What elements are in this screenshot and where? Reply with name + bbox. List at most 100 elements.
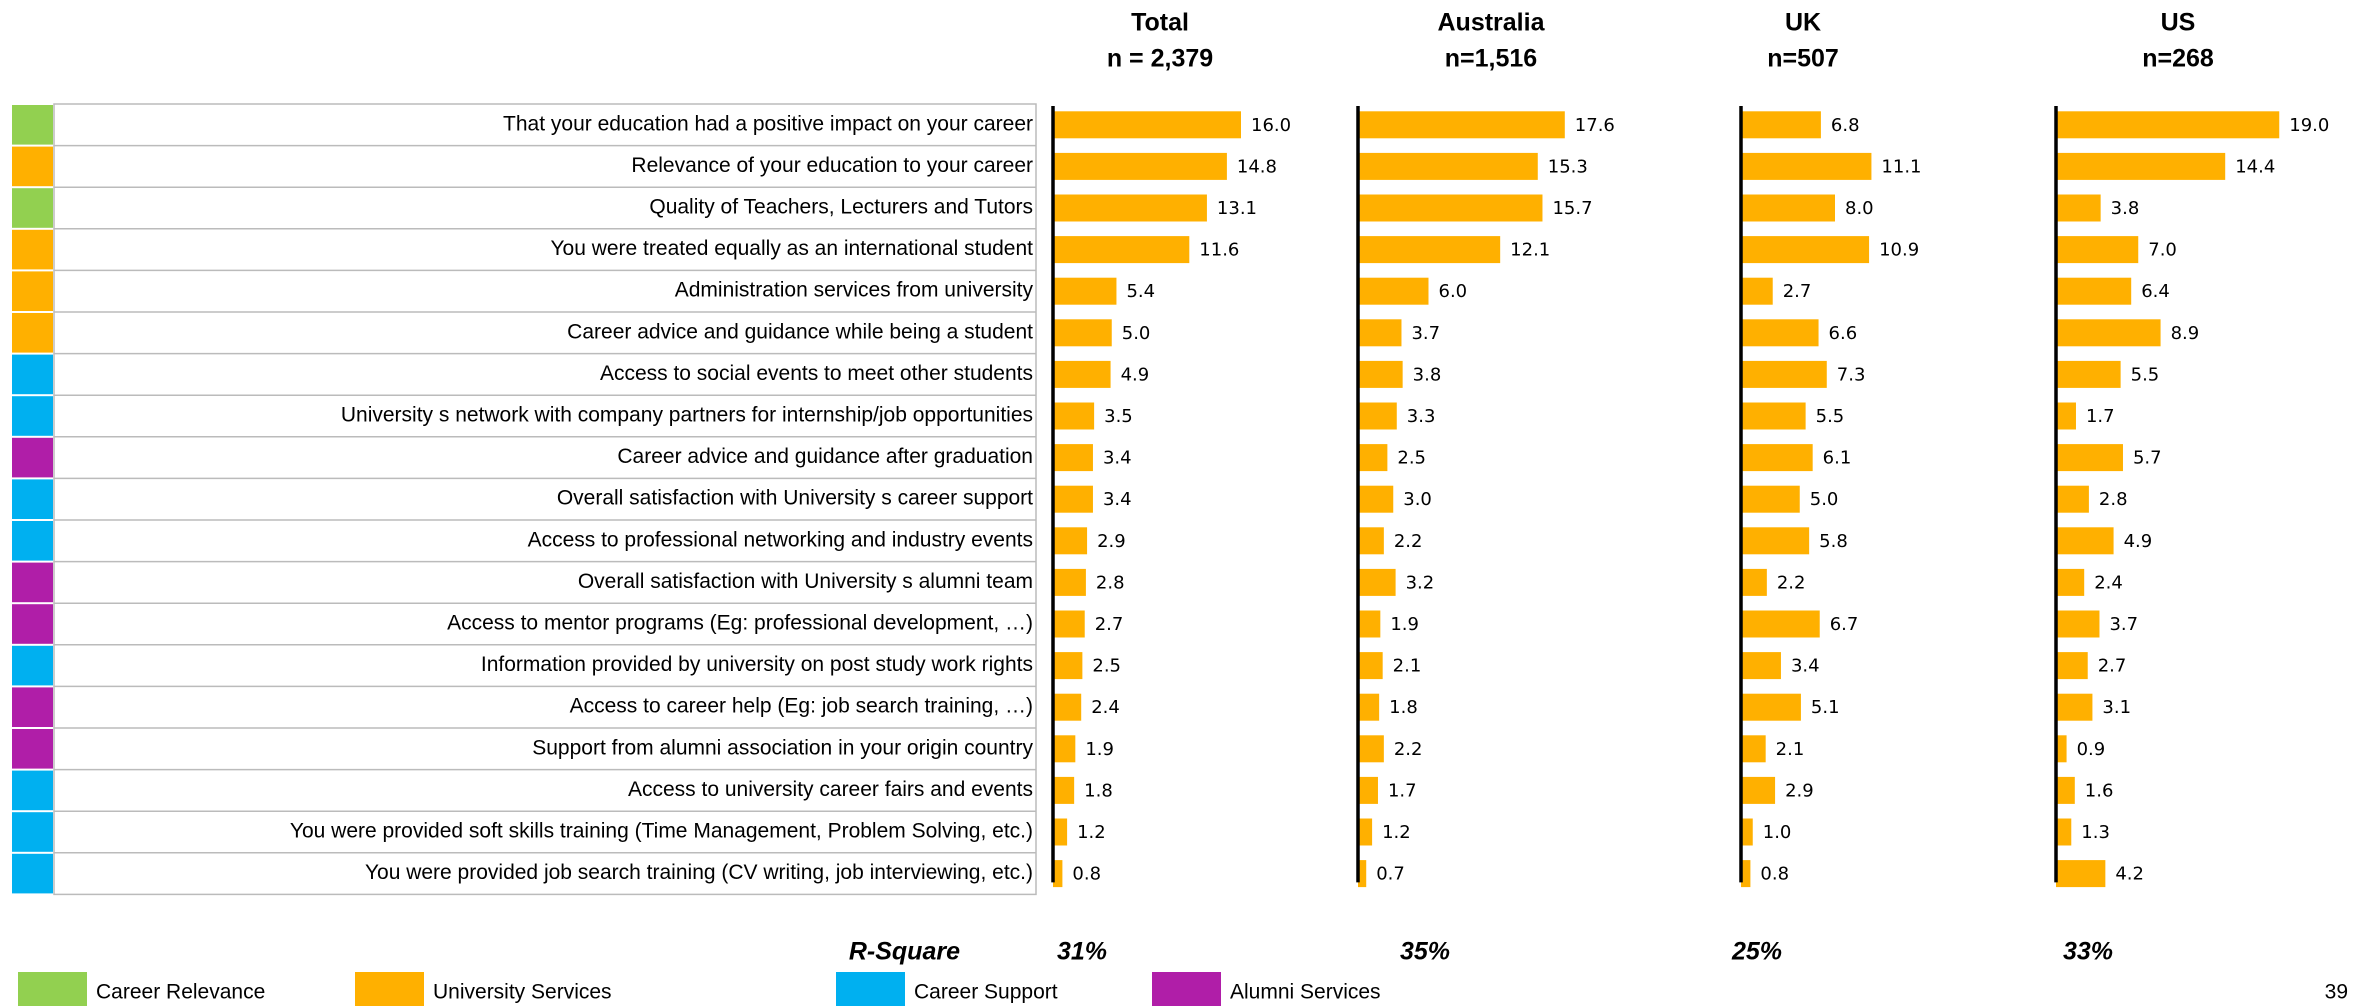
r-square-value: 25%: [1731, 938, 1782, 966]
bar: [2056, 277, 2132, 305]
group-square: [12, 853, 53, 894]
legend-label: Career Support: [914, 981, 1058, 1004]
bar: [1053, 485, 1093, 513]
panel-title: UK: [1785, 9, 1821, 37]
bar: [1741, 485, 1800, 513]
value-label: 3.4: [1791, 656, 1820, 677]
category-label: You were provided job search training (C…: [365, 861, 1033, 884]
bar: [1741, 735, 1766, 763]
group-square: [12, 313, 53, 353]
bar: [1053, 277, 1117, 305]
value-label: 5.0: [1810, 489, 1839, 510]
bar: [2056, 527, 2114, 555]
bar: [1358, 444, 1388, 472]
value-label: 2.7: [1783, 281, 1812, 302]
category-label: Overall satisfaction with University s c…: [557, 487, 1033, 510]
value-label: 3.5: [1104, 406, 1133, 427]
value-label: 4.2: [2115, 864, 2144, 885]
value-label: 2.4: [2094, 572, 2123, 593]
panel-title: US: [2161, 9, 2196, 37]
value-label: 3.8: [2111, 198, 2140, 219]
value-label: 1.9: [1085, 739, 1114, 760]
value-label: 17.6: [1575, 115, 1615, 136]
bar: [1053, 776, 1075, 804]
value-label: 3.8: [1413, 364, 1442, 385]
category-label: Access to social events to meet other st…: [600, 362, 1033, 385]
value-label: 1.2: [1382, 822, 1411, 843]
legend-swatch: [836, 972, 905, 1006]
panel-title: Total: [1131, 9, 1189, 37]
value-label: 2.8: [2099, 489, 2128, 510]
category-label: Access to career help (Eg: job search tr…: [570, 695, 1033, 718]
bar: [2056, 236, 2139, 264]
value-label: 2.2: [1394, 531, 1423, 552]
bar: [1741, 527, 1810, 555]
bar: [1741, 277, 1773, 305]
bar: [1358, 152, 1538, 180]
group-square: [12, 479, 53, 519]
value-label: 14.8: [1237, 156, 1277, 177]
value-label: 11.6: [1199, 240, 1239, 261]
bar: [1358, 735, 1384, 763]
bar: [1741, 402, 1806, 430]
group-square: [12, 437, 53, 478]
value-label: 15.7: [1552, 198, 1592, 219]
value-label: 7.0: [2148, 240, 2177, 261]
group-square: [12, 354, 53, 395]
value-label: 0.9: [2077, 739, 2106, 760]
group-square: [12, 729, 53, 769]
bar: [1358, 277, 1429, 305]
page-number: 39: [2325, 981, 2348, 1004]
value-label: 8.0: [1845, 198, 1874, 219]
bar: [1741, 444, 1813, 472]
legend-swatch: [18, 972, 87, 1006]
bar: [2056, 818, 2072, 846]
value-label: 11.1: [1881, 156, 1921, 177]
bar: [1741, 319, 1819, 347]
bar: [1741, 152, 1872, 180]
value-label: 6.0: [1439, 281, 1468, 302]
value-label: 5.5: [1816, 406, 1845, 427]
r-square-title: R-Square: [849, 938, 960, 966]
value-label: 4.9: [1121, 364, 1150, 385]
value-label: 3.0: [1403, 489, 1432, 510]
value-label: 6.6: [1829, 323, 1858, 344]
value-label: 2.8: [1096, 572, 1125, 593]
bar: [1358, 360, 1403, 388]
bar: [1053, 319, 1112, 347]
bar: [1741, 236, 1870, 264]
bar: [2056, 776, 2075, 804]
panel-subtitle: n=1,516: [1445, 45, 1537, 73]
value-label: 16.0: [1251, 115, 1291, 136]
value-label: 10.9: [1879, 240, 1919, 261]
value-label: 1.6: [2085, 780, 2114, 801]
category-label: You were treated equally as an internati…: [550, 237, 1033, 260]
value-label: 1.9: [1390, 614, 1419, 635]
category-label: Access to professional networking and in…: [528, 528, 1033, 551]
bar: [1741, 610, 1820, 638]
bar: [1053, 860, 1063, 888]
value-label: 3.7: [1411, 323, 1440, 344]
bar: [1741, 693, 1801, 721]
group-square: [12, 812, 53, 852]
group-square: [12, 396, 53, 436]
category-label: Support from alumni association in your …: [532, 736, 1033, 759]
category-label: That your education had a positive impac…: [503, 112, 1033, 135]
legend-label: University Services: [433, 981, 612, 1004]
group-square: [12, 188, 53, 228]
value-label: 2.5: [1092, 656, 1121, 677]
value-label: 3.7: [2109, 614, 2138, 635]
value-label: 6.1: [1823, 448, 1852, 469]
value-label: 3.4: [1103, 448, 1132, 469]
value-label: 5.0: [1122, 323, 1151, 344]
value-label: 19.0: [2289, 115, 2329, 136]
value-label: 3.1: [2102, 697, 2131, 718]
value-label: 2.9: [1785, 780, 1814, 801]
bar: [1053, 735, 1076, 763]
bar: [2056, 860, 2106, 888]
value-label: 6.7: [1830, 614, 1859, 635]
value-label: 5.7: [2133, 448, 2162, 469]
legend-label: Alumni Services: [1230, 981, 1381, 1004]
